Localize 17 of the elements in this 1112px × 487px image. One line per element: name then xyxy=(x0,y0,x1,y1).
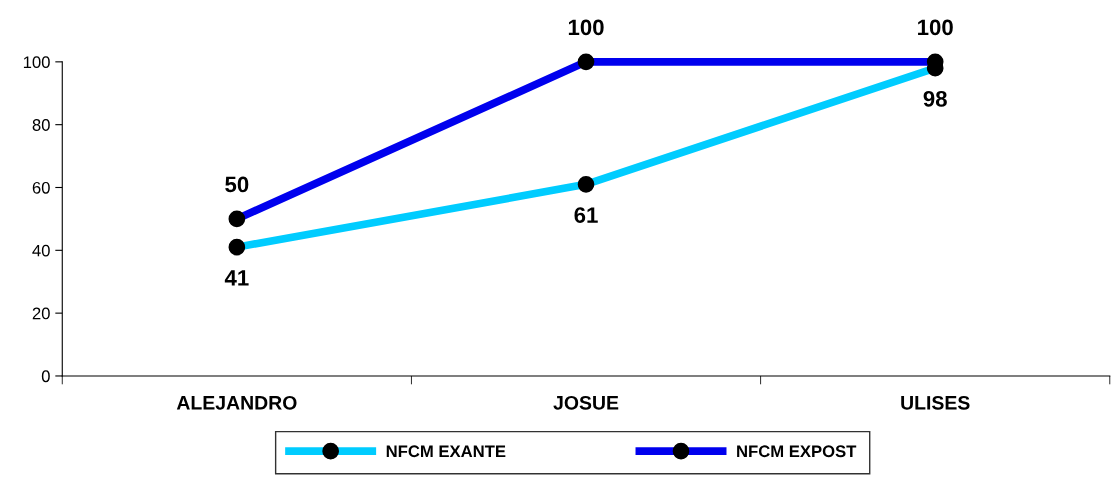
x-tick-label: ULISES xyxy=(901,395,970,410)
data-label: 98 xyxy=(923,90,947,107)
y-tick-label: 100 xyxy=(23,56,50,69)
x-tick-label: JOSUE xyxy=(553,395,619,410)
y-tick-label: 60 xyxy=(32,181,50,194)
data-label: 41 xyxy=(224,270,249,286)
data-label: 50 xyxy=(225,176,249,193)
legend-label: NFCM EXANTE xyxy=(386,445,506,458)
x-tick-label: ALEJANDRO xyxy=(176,395,297,410)
y-tick-label: 40 xyxy=(32,244,50,257)
legend-label: NFCM EXPOST xyxy=(737,445,857,458)
data-label: 61 xyxy=(574,207,598,223)
y-tick-label: 20 xyxy=(32,307,50,320)
y-tick-label: 80 xyxy=(32,119,50,131)
data-label: 100 xyxy=(918,19,953,36)
data-label: 100 xyxy=(568,19,604,36)
y-tick-label: 0 xyxy=(41,370,50,383)
